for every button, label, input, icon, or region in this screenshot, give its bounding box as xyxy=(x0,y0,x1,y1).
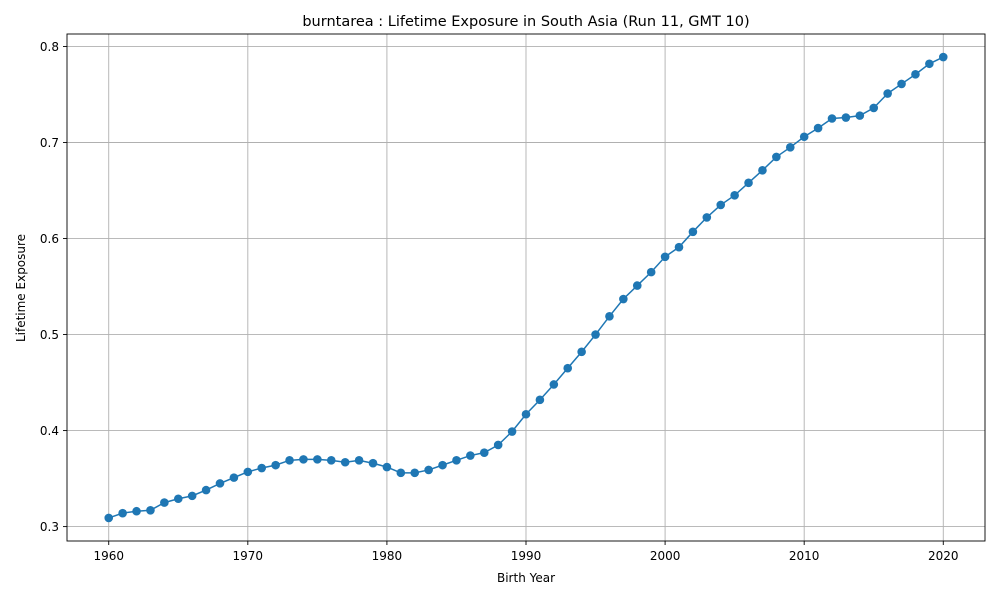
data-point xyxy=(285,456,294,465)
x-tick-label: 2000 xyxy=(650,549,681,563)
data-point xyxy=(396,468,406,478)
data-point xyxy=(577,347,586,357)
chart-title: burntarea : Lifetime Exposure in South A… xyxy=(302,14,749,30)
data-point xyxy=(452,456,461,465)
data-point xyxy=(758,166,767,175)
y-axis-label: Lifetime Exposure xyxy=(14,234,28,342)
data-point xyxy=(132,506,141,516)
data-point xyxy=(772,152,781,162)
data-point xyxy=(925,59,934,69)
series-layer xyxy=(104,52,948,523)
data-point xyxy=(563,363,573,373)
data-point xyxy=(799,132,809,142)
axis-ticks: 1960 1970 1980 1990 2000 2010 2020 0.3 0.4 0.5 0.6… xyxy=(40,40,959,563)
data-point xyxy=(535,395,545,405)
data-point xyxy=(354,456,364,465)
data-point xyxy=(160,498,169,507)
data-point xyxy=(243,467,253,477)
data-point xyxy=(173,494,183,504)
data-point xyxy=(632,281,642,290)
data-point xyxy=(493,440,503,450)
y-tick-label: 0.8 xyxy=(40,40,59,54)
data-point xyxy=(521,409,531,419)
data-point xyxy=(424,465,433,475)
y-tick-label: 0.6 xyxy=(40,232,59,246)
y-tick-label: 0.7 xyxy=(40,136,59,150)
data-point xyxy=(938,52,948,62)
data-point xyxy=(619,294,628,304)
data-point xyxy=(897,79,906,89)
data-point xyxy=(869,103,879,113)
data-point xyxy=(215,479,225,488)
data-point xyxy=(911,70,920,79)
x-tick-label: 1960 xyxy=(93,549,124,563)
data-point xyxy=(660,252,670,262)
data-point xyxy=(313,455,322,464)
data-point xyxy=(382,462,392,472)
data-point xyxy=(146,505,155,515)
data-point xyxy=(688,227,698,237)
data-point xyxy=(702,213,712,222)
data-point xyxy=(827,114,837,123)
x-tick-label: 2020 xyxy=(928,549,959,563)
y-tick-label: 0.4 xyxy=(40,424,59,438)
data-point xyxy=(326,456,336,465)
data-point xyxy=(104,513,114,523)
data-point xyxy=(813,123,823,133)
data-point xyxy=(841,113,851,122)
data-point xyxy=(646,267,656,277)
data-point xyxy=(883,89,892,98)
data-point xyxy=(549,380,559,389)
data-point xyxy=(591,330,600,339)
data-point xyxy=(257,463,267,473)
data-point xyxy=(340,457,350,467)
data-point xyxy=(271,460,280,470)
data-point xyxy=(744,178,753,188)
data-point xyxy=(716,200,726,210)
x-axis-label: Birth Year xyxy=(497,571,555,585)
data-point xyxy=(507,427,517,436)
data-point xyxy=(201,485,211,495)
data-point xyxy=(438,460,447,470)
data-point xyxy=(368,458,378,468)
data-point xyxy=(730,191,739,200)
data-point xyxy=(466,451,475,460)
data-point xyxy=(187,491,197,501)
y-tick-label: 0.3 xyxy=(40,520,59,534)
x-tick-label: 1970 xyxy=(233,549,264,563)
data-point xyxy=(605,312,614,321)
x-tick-label: 2010 xyxy=(789,549,820,563)
data-point xyxy=(479,448,489,457)
data-point xyxy=(299,455,308,464)
data-point xyxy=(785,143,795,152)
data-point xyxy=(229,473,239,482)
data-point xyxy=(118,508,127,518)
x-tick-label: 1980 xyxy=(372,549,403,563)
x-tick-label: 1990 xyxy=(511,549,542,563)
data-point xyxy=(410,468,420,478)
grid-lines xyxy=(67,34,985,541)
data-point xyxy=(855,111,865,120)
data-point xyxy=(674,242,684,252)
y-tick-label: 0.5 xyxy=(40,328,59,342)
